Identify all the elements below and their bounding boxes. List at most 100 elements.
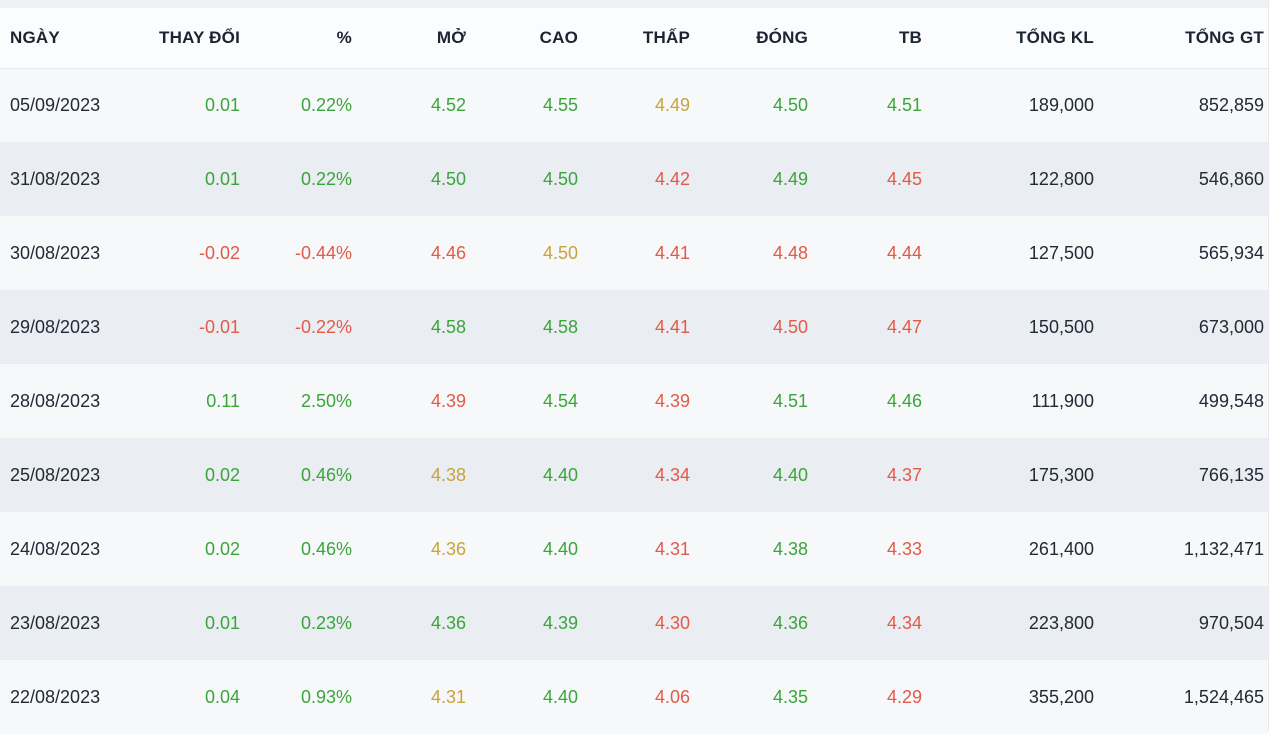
cell-volume: 223,800: [934, 586, 1106, 660]
column-header-open: MỞ: [364, 8, 478, 69]
cell-volume: 261,400: [934, 512, 1106, 586]
cell-low: 4.31: [590, 512, 702, 586]
cell-close: 4.48: [702, 216, 820, 290]
cell-value: 1,524,465: [1106, 660, 1268, 734]
cell-high: 4.40: [478, 660, 590, 734]
cell-change: 0.11: [130, 364, 252, 438]
cell-high: 4.40: [478, 512, 590, 586]
cell-close: 4.50: [702, 290, 820, 364]
cell-date: 05/09/2023: [0, 68, 130, 142]
cell-avg: 4.34: [820, 586, 934, 660]
cell-low: 4.34: [590, 438, 702, 512]
cell-date: 31/08/2023: [0, 142, 130, 216]
cell-close: 4.40: [702, 438, 820, 512]
column-header-pct: %: [252, 8, 364, 69]
header-row: NGÀY THAY ĐỔI% MỞ CAO THẤP ĐÓNG TB TỔNG KL TỔNG …: [0, 8, 1268, 69]
cell-open: 4.58: [364, 290, 478, 364]
cell-value: 766,135: [1106, 438, 1268, 512]
top-spacer: [0, 0, 1268, 8]
cell-avg: 4.51: [820, 68, 934, 142]
cell-avg: 4.29: [820, 660, 934, 734]
cell-close: 4.35: [702, 660, 820, 734]
cell-value: 546,860: [1106, 142, 1268, 216]
cell-low: 4.41: [590, 290, 702, 364]
cell-pct: 0.46%: [252, 512, 364, 586]
cell-avg: 4.44: [820, 216, 934, 290]
cell-value: 970,504: [1106, 586, 1268, 660]
cell-low: 4.39: [590, 364, 702, 438]
table-row: 29/08/2023 -0.01 -0.22% 4.58 4.58 4.41 4.50 4.4…: [0, 290, 1268, 364]
column-header-avg: TB: [820, 8, 934, 69]
cell-open: 4.52: [364, 68, 478, 142]
table-row: 31/08/2023 0.01 0.22% 4.50 4.50 4.42 4.49 4.45 1…: [0, 142, 1268, 216]
cell-pct: 0.22%: [252, 142, 364, 216]
cell-pct: 0.93%: [252, 660, 364, 734]
cell-open: 4.31: [364, 660, 478, 734]
cell-avg: 4.45: [820, 142, 934, 216]
cell-open: 4.36: [364, 586, 478, 660]
table-row: 23/08/2023 0.01 0.23% 4.36 4.39 4.30 4.36 4.34 2…: [0, 586, 1268, 660]
cell-low: 4.42: [590, 142, 702, 216]
price-history-table: NGÀY THAY ĐỔI% MỞ CAO THẤP ĐÓNG TB TỔNG KL TỔNG …: [0, 8, 1268, 734]
cell-high: 4.50: [478, 142, 590, 216]
cell-high: 4.58: [478, 290, 590, 364]
price-history-body: 05/09/2023 0.01 0.22% 4.52 4.55 4.49 4.50 4.51 1…: [0, 68, 1268, 734]
cell-open: 4.50: [364, 142, 478, 216]
cell-high: 4.55: [478, 68, 590, 142]
right-gutter: [1268, 0, 1280, 731]
cell-close: 4.49: [702, 142, 820, 216]
cell-change: 0.02: [130, 512, 252, 586]
cell-avg: 4.46: [820, 364, 934, 438]
cell-high: 4.54: [478, 364, 590, 438]
cell-value: 673,000: [1106, 290, 1268, 364]
cell-date: 25/08/2023: [0, 438, 130, 512]
cell-close: 4.50: [702, 68, 820, 142]
cell-high: 4.39: [478, 586, 590, 660]
cell-volume: 127,500: [934, 216, 1106, 290]
table-row: 22/08/2023 0.04 0.93% 4.31 4.40 4.06 4.35 4.29 3…: [0, 660, 1268, 734]
cell-change: -0.02: [130, 216, 252, 290]
cell-volume: 175,300: [934, 438, 1106, 512]
cell-value: 852,859: [1106, 68, 1268, 142]
cell-volume: 122,800: [934, 142, 1106, 216]
cell-change: 0.01: [130, 68, 252, 142]
table-row: 05/09/2023 0.01 0.22% 4.52 4.55 4.49 4.50 4.51 1…: [0, 68, 1268, 142]
column-header-change: THAY ĐỔI: [130, 8, 252, 69]
column-header-high: CAO: [478, 8, 590, 69]
cell-pct: 0.46%: [252, 438, 364, 512]
column-header-date: NGÀY: [0, 8, 130, 69]
table-row: 25/08/2023 0.02 0.46% 4.38 4.40 4.34 4.40 4.37 1…: [0, 438, 1268, 512]
cell-pct: -0.44%: [252, 216, 364, 290]
cell-change: 0.04: [130, 660, 252, 734]
cell-close: 4.38: [702, 512, 820, 586]
cell-value: 499,548: [1106, 364, 1268, 438]
cell-date: 23/08/2023: [0, 586, 130, 660]
cell-close: 4.51: [702, 364, 820, 438]
cell-pct: 0.22%: [252, 68, 364, 142]
cell-volume: 355,200: [934, 660, 1106, 734]
table-row: 24/08/2023 0.02 0.46% 4.36 4.40 4.31 4.38 4.33 2…: [0, 512, 1268, 586]
cell-open: 4.46: [364, 216, 478, 290]
cell-open: 4.38: [364, 438, 478, 512]
cell-low: 4.06: [590, 660, 702, 734]
column-header-close: ĐÓNG: [702, 8, 820, 69]
cell-date: 22/08/2023: [0, 660, 130, 734]
cell-value: 565,934: [1106, 216, 1268, 290]
cell-avg: 4.47: [820, 290, 934, 364]
table-row: 28/08/2023 0.11 2.50% 4.39 4.54 4.39 4.51 4.46 1…: [0, 364, 1268, 438]
cell-date: 30/08/2023: [0, 216, 130, 290]
cell-volume: 150,500: [934, 290, 1106, 364]
cell-date: 24/08/2023: [0, 512, 130, 586]
cell-open: 4.36: [364, 512, 478, 586]
cell-high: 4.50: [478, 216, 590, 290]
table-row: 30/08/2023 -0.02 -0.44% 4.46 4.50 4.41 4.48 4.4…: [0, 216, 1268, 290]
cell-volume: 189,000: [934, 68, 1106, 142]
cell-avg: 4.37: [820, 438, 934, 512]
cell-change: 0.01: [130, 586, 252, 660]
cell-low: 4.41: [590, 216, 702, 290]
cell-pct: 2.50%: [252, 364, 364, 438]
cell-value: 1,132,471: [1106, 512, 1268, 586]
column-header-value: TỔNG GT: [1106, 8, 1268, 69]
cell-change: -0.01: [130, 290, 252, 364]
